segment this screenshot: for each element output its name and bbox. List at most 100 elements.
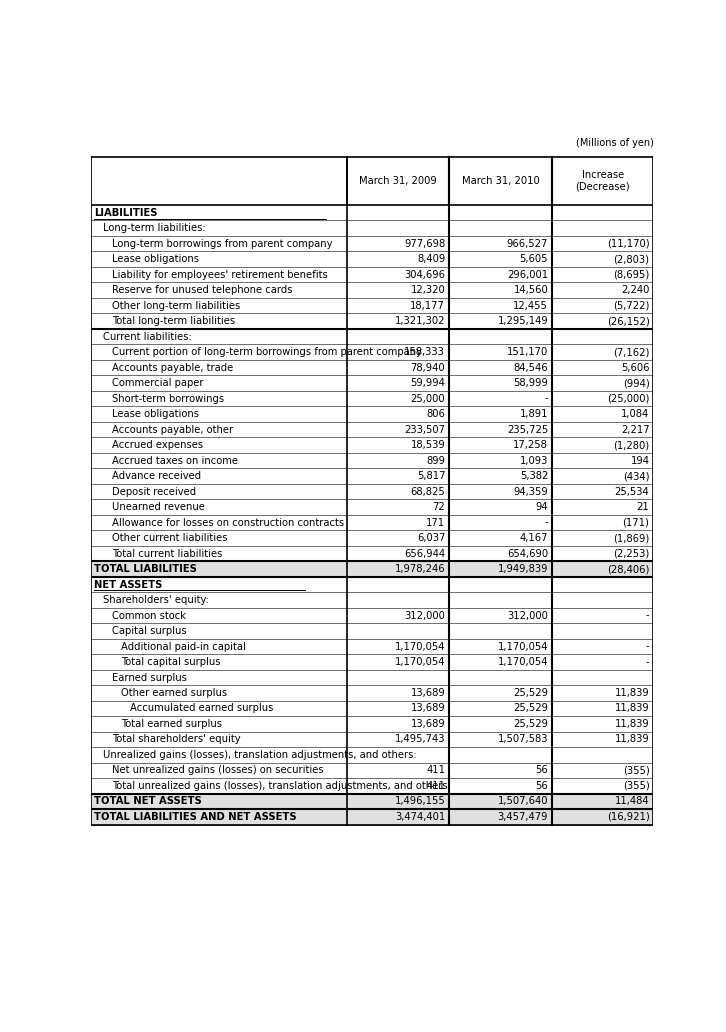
Text: 977,698: 977,698 [404, 238, 445, 249]
Text: -: - [646, 642, 650, 651]
Bar [91, 484, 653, 499]
Text: 25,000: 25,000 [411, 393, 445, 404]
Bar [91, 283, 653, 298]
Bar [91, 376, 653, 391]
Text: 25,529: 25,529 [513, 688, 548, 698]
Text: Capital surplus: Capital surplus [112, 626, 187, 636]
Text: 5,605: 5,605 [520, 254, 548, 264]
Text: Other earned surplus: Other earned surplus [121, 688, 227, 698]
Text: 1,170,054: 1,170,054 [395, 657, 445, 667]
Bar [91, 639, 653, 654]
Text: 13,689: 13,689 [410, 704, 445, 713]
Text: 2,217: 2,217 [621, 424, 650, 434]
Text: 158,333: 158,333 [404, 347, 445, 357]
Bar [91, 391, 653, 407]
Text: 11,839: 11,839 [615, 688, 650, 698]
Text: 17,258: 17,258 [513, 440, 548, 450]
Text: 78,940: 78,940 [411, 362, 445, 373]
Text: 5,606: 5,606 [621, 362, 650, 373]
Text: 8,409: 8,409 [417, 254, 445, 264]
Text: 1,496,155: 1,496,155 [394, 797, 445, 806]
Text: (7,162): (7,162) [613, 347, 650, 357]
Text: 11,839: 11,839 [615, 735, 650, 744]
Text: Increase
(Decrease): Increase (Decrease) [576, 170, 630, 192]
Bar [91, 469, 653, 484]
Text: (994): (994) [623, 378, 650, 388]
Text: Unearned revenue: Unearned revenue [112, 502, 205, 512]
Text: Current portion of long-term borrowings from parent company: Current portion of long-term borrowings … [112, 347, 422, 357]
Text: (16,921): (16,921) [607, 812, 650, 821]
Text: (28,406): (28,406) [607, 565, 650, 574]
Text: -: - [544, 518, 548, 527]
Bar [91, 314, 653, 329]
Text: 25,529: 25,529 [513, 704, 548, 713]
Text: Liability for employees' retirement benefits: Liability for employees' retirement bene… [112, 269, 328, 280]
Text: Long-term liabilities:: Long-term liabilities: [103, 223, 205, 233]
Text: Accounts payable, trade: Accounts payable, trade [112, 362, 233, 373]
Text: 1,891: 1,891 [520, 409, 548, 419]
Text: (355): (355) [623, 766, 650, 775]
Bar [91, 577, 653, 592]
Text: NET ASSETS: NET ASSETS [94, 580, 163, 589]
Bar [91, 701, 653, 716]
Text: Allowance for losses on construction contracts: Allowance for losses on construction con… [112, 518, 344, 527]
Text: Net unrealized gains (losses) on securities: Net unrealized gains (losses) on securit… [112, 766, 324, 775]
Bar [91, 732, 653, 747]
Text: Accrued expenses: Accrued expenses [112, 440, 203, 450]
Text: 25,534: 25,534 [615, 486, 650, 496]
Bar [91, 747, 653, 763]
Bar [91, 778, 653, 794]
Text: Lease obligations: Lease obligations [112, 409, 199, 419]
Text: (2,253): (2,253) [613, 549, 650, 558]
Text: (355): (355) [623, 781, 650, 791]
Text: 654,690: 654,690 [507, 549, 548, 558]
Text: (171): (171) [623, 518, 650, 527]
Text: March 31, 2009: March 31, 2009 [359, 176, 437, 186]
Bar [91, 221, 653, 236]
Text: 171: 171 [426, 518, 445, 527]
Text: Long-term borrowings from parent company: Long-term borrowings from parent company [112, 238, 333, 249]
Text: March 31, 2010: March 31, 2010 [462, 176, 539, 186]
Text: 966,527: 966,527 [507, 238, 548, 249]
Bar [91, 685, 653, 701]
Bar [91, 205, 653, 221]
Text: 1,507,583: 1,507,583 [498, 735, 548, 744]
Text: Accumulated earned surplus: Accumulated earned surplus [130, 704, 274, 713]
Text: 18,539: 18,539 [410, 440, 445, 450]
Text: Commercial paper: Commercial paper [112, 378, 203, 388]
Bar [91, 453, 653, 469]
Text: 5,817: 5,817 [417, 471, 445, 481]
Text: Deposit received: Deposit received [112, 486, 196, 496]
Text: Total capital surplus: Total capital surplus [121, 657, 221, 667]
Bar [91, 157, 653, 205]
Bar [91, 360, 653, 376]
Bar [91, 267, 653, 283]
Bar [91, 438, 653, 453]
Text: Additional paid-in capital: Additional paid-in capital [121, 642, 246, 651]
Bar [91, 623, 653, 639]
Text: (25,000): (25,000) [607, 393, 650, 404]
Text: 2,240: 2,240 [621, 285, 650, 295]
Text: 1,495,743: 1,495,743 [395, 735, 445, 744]
Text: Total long-term liabilities: Total long-term liabilities [112, 316, 235, 326]
Bar [91, 561, 653, 577]
Bar [91, 716, 653, 732]
Text: 1,170,054: 1,170,054 [395, 642, 445, 651]
Text: (5,722): (5,722) [613, 300, 650, 311]
Bar [91, 654, 653, 670]
Text: 235,725: 235,725 [507, 424, 548, 434]
Text: 3,474,401: 3,474,401 [395, 812, 445, 821]
Text: 11,839: 11,839 [615, 704, 650, 713]
Text: 1,978,246: 1,978,246 [395, 565, 445, 574]
Text: 72: 72 [433, 502, 445, 512]
Text: TOTAL LIABILITIES AND NET ASSETS: TOTAL LIABILITIES AND NET ASSETS [94, 812, 297, 821]
Text: TOTAL LIABILITIES: TOTAL LIABILITIES [94, 565, 197, 574]
Text: -: - [646, 657, 650, 667]
Text: 58,999: 58,999 [513, 378, 548, 388]
Text: (Millions of yen): (Millions of yen) [576, 138, 653, 149]
Text: -: - [544, 393, 548, 404]
Text: 411: 411 [426, 781, 445, 791]
Text: 13,689: 13,689 [410, 719, 445, 729]
Bar [91, 608, 653, 623]
Bar [91, 236, 653, 252]
